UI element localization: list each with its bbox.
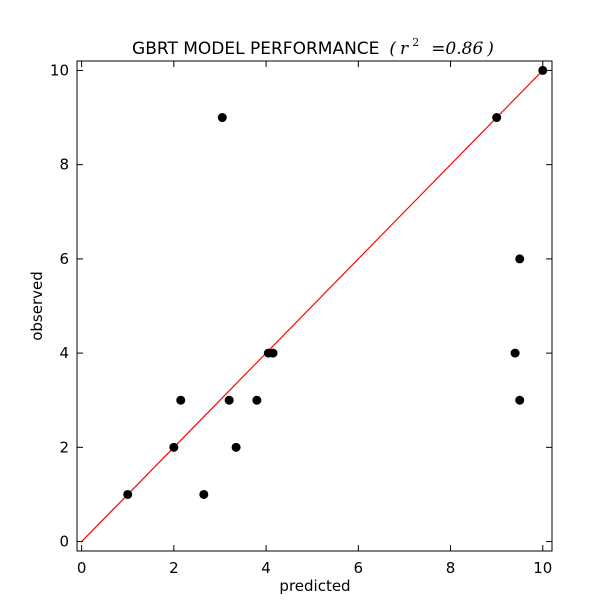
data-point (538, 65, 548, 75)
x-tick-label: 10 (533, 559, 552, 577)
data-point (252, 395, 262, 405)
chart-title-text: GBRT MODEL PERFORMANCE (132, 39, 379, 59)
y-tick-label: 6 (59, 250, 69, 268)
chart-title: GBRT MODEL PERFORMANCE ( r 2 =0.86 ) (132, 33, 494, 59)
reference-line (81, 70, 544, 542)
data-point (515, 395, 525, 405)
plot-frame (76, 60, 553, 552)
data-point (176, 395, 186, 405)
data-point (169, 442, 179, 452)
plot-area: 0 2 4 6 8 10 0 2 4 6 8 10 (50, 60, 553, 577)
data-point (199, 489, 209, 499)
data-point (217, 113, 227, 123)
title-math-suffix: ) (486, 39, 494, 59)
x-tick-label: 2 (169, 559, 179, 577)
y-tick-label: 4 (59, 344, 69, 362)
title-math-sup: 2 (412, 36, 419, 49)
title-math-prefix: ( (389, 39, 396, 59)
y-axis-label: observed (28, 271, 46, 341)
x-tick-label: 8 (446, 559, 456, 577)
data-point (515, 254, 525, 264)
x-tick-label: 4 (261, 559, 271, 577)
y-tick-label: 8 (59, 156, 69, 174)
title-math-var: r (400, 39, 409, 59)
x-tick-label: 6 (354, 559, 364, 577)
data-point (224, 395, 234, 405)
y-tick-label: 0 (59, 533, 69, 551)
y-tick-label: 10 (50, 61, 69, 79)
x-axis-label: predicted (279, 577, 350, 595)
data-point (510, 348, 520, 358)
data-point (268, 348, 278, 358)
x-tick-label: 0 (77, 559, 87, 577)
data-point (231, 442, 241, 452)
title-math-eq: =0.86 (431, 39, 483, 59)
data-point (123, 489, 133, 499)
data-point (492, 113, 502, 123)
y-tick-label: 2 (59, 438, 69, 456)
